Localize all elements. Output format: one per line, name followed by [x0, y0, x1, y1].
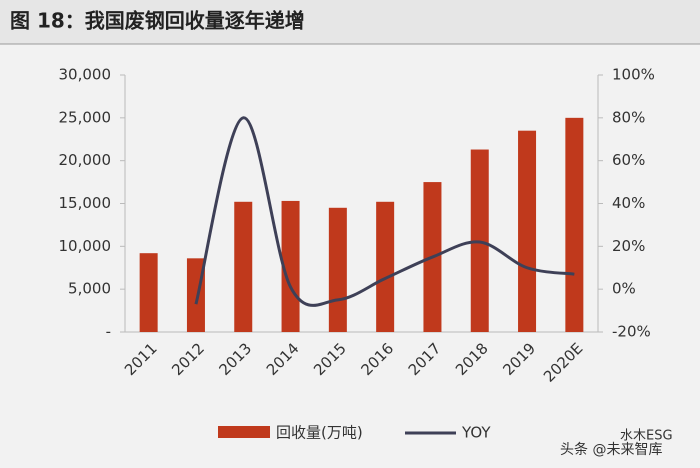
watermark: 头条 @未来智库 [560, 441, 662, 458]
title-bar [0, 0, 700, 44]
bar [139, 253, 158, 332]
y2-tick-label: -20% [612, 323, 651, 341]
legend-label: 回收量(万吨) [276, 424, 363, 442]
y2-tick-label: 60% [612, 151, 645, 169]
bar [518, 130, 537, 332]
bar [328, 207, 347, 332]
y2-tick-label: 20% [612, 237, 645, 255]
y2-tick-label: 40% [612, 194, 645, 212]
bar [234, 201, 253, 332]
bar [565, 117, 584, 332]
legend-label: YOY [461, 424, 491, 442]
bar [281, 200, 300, 332]
y2-tick-label: 0% [612, 280, 636, 298]
bar [376, 201, 395, 332]
y-tick-label: 20,000 [59, 151, 112, 169]
legend-swatch [218, 426, 270, 438]
y-tick-label: 30,000 [59, 66, 112, 84]
chart-title: 图 18：我国废钢回收量逐年递增 [10, 9, 305, 33]
y-tick-label: 5,000 [68, 280, 111, 298]
watermark: 水木ESG [620, 429, 673, 444]
y-tick-label: 15,000 [59, 194, 112, 212]
y-tick-label: - [106, 323, 111, 341]
line [194, 116, 575, 307]
y2-tick-label: 100% [612, 66, 655, 84]
y2-tick-label: 80% [612, 108, 645, 126]
y-tick-label: 25,000 [59, 108, 112, 126]
y-tick-label: 10,000 [59, 237, 112, 255]
